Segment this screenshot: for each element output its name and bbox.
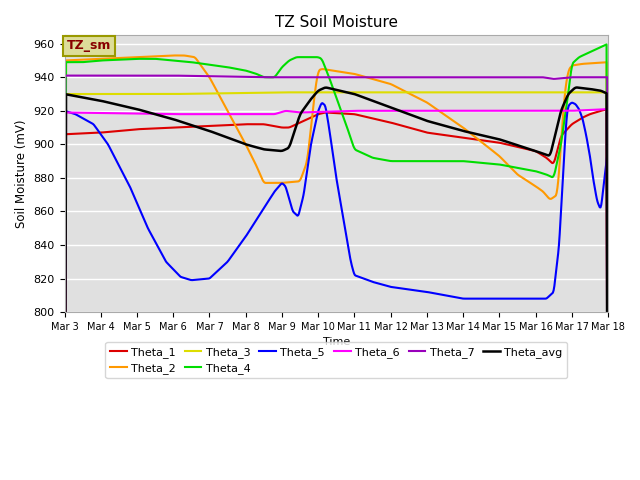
Y-axis label: Soil Moisture (mV): Soil Moisture (mV) — [15, 120, 28, 228]
X-axis label: Time: Time — [323, 337, 350, 348]
Title: TZ Soil Moisture: TZ Soil Moisture — [275, 15, 398, 30]
Text: TZ_sm: TZ_sm — [67, 39, 111, 52]
Legend: Theta_1, Theta_2, Theta_3, Theta_4, Theta_5, Theta_6, Theta_7, Theta_avg: Theta_1, Theta_2, Theta_3, Theta_4, Thet… — [106, 342, 567, 378]
